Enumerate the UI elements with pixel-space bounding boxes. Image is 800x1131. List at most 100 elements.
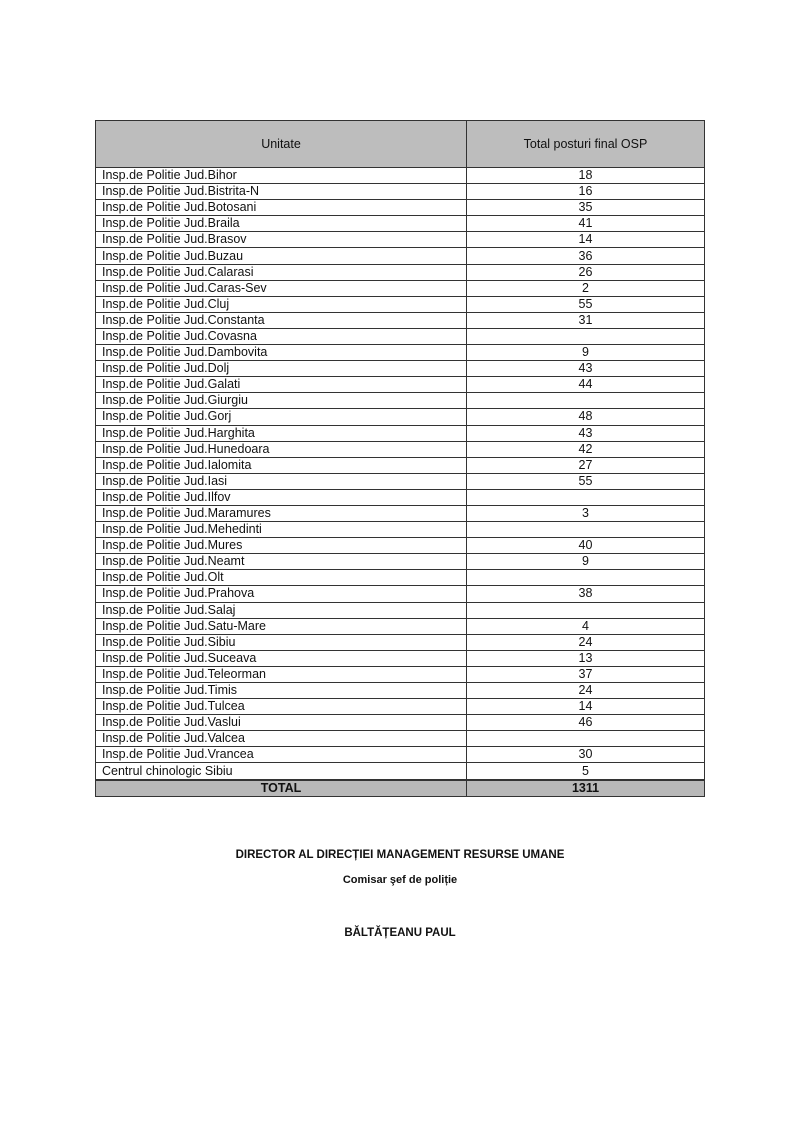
table-row: Insp.de Politie Jud.Valcea bbox=[95, 730, 705, 748]
unit-cell: Insp.de Politie Jud.Calarasi bbox=[95, 263, 467, 281]
table-row: Insp.de Politie Jud.Vaslui 46 bbox=[95, 714, 705, 732]
unit-cell: Insp.de Politie Jud.Maramures bbox=[95, 504, 467, 523]
unit-cell: Centrul chinologic Sibiu bbox=[95, 762, 467, 781]
table-row: Insp.de Politie Jud.Sibiu 24 bbox=[95, 633, 705, 651]
unit-cell: Insp.de Politie Jud.Sibiu bbox=[95, 633, 467, 651]
unit-cell: Insp.de Politie Jud.Botosani bbox=[95, 199, 467, 217]
total-cell: 14 bbox=[466, 698, 705, 716]
table-row: Insp.de Politie Jud.Ialomita 27 bbox=[95, 456, 705, 474]
total-cell: 42 bbox=[466, 440, 705, 458]
table-row: Insp.de Politie Jud.Mehedinti bbox=[95, 521, 705, 539]
total-cell: 4 bbox=[466, 617, 705, 635]
unit-cell: Insp.de Politie Jud.Dolj bbox=[95, 360, 467, 378]
posts-table: Unitate Total posturi final OSP Insp.de … bbox=[95, 120, 705, 797]
unit-cell: Insp.de Politie Jud.Cluj bbox=[95, 295, 467, 313]
unit-cell: Insp.de Politie Jud.Vaslui bbox=[95, 714, 467, 732]
unit-cell: Insp.de Politie Jud.Suceava bbox=[95, 649, 467, 667]
total-cell: 9 bbox=[466, 344, 705, 362]
unit-cell: Insp.de Politie Jud.Ilfov bbox=[95, 488, 467, 506]
total-cell: 26 bbox=[466, 263, 705, 281]
table-row: Insp.de Politie Jud.Mures 40 bbox=[95, 537, 705, 555]
table-row: Insp.de Politie Jud.Iasi 55 bbox=[95, 472, 705, 490]
unit-cell: Insp.de Politie Jud.Galati bbox=[95, 376, 467, 394]
unit-cell: Insp.de Politie Jud.Braila bbox=[95, 215, 467, 233]
table-row: Insp.de Politie Jud.Maramures 3 bbox=[95, 504, 705, 523]
unit-cell: Insp.de Politie Jud.Covasna bbox=[95, 327, 467, 346]
unit-cell: Insp.de Politie Jud.Bihor bbox=[95, 166, 467, 185]
table-row: Insp.de Politie Jud.Hunedoara 42 bbox=[95, 440, 705, 458]
unit-cell: Insp.de Politie Jud.Harghita bbox=[95, 424, 467, 442]
total-cell: 44 bbox=[466, 376, 705, 394]
total-cell bbox=[466, 392, 705, 410]
table-row: Insp.de Politie Jud.Suceava 13 bbox=[95, 649, 705, 667]
total-cell: 55 bbox=[466, 472, 705, 490]
total-cell bbox=[466, 569, 705, 587]
unit-cell: Insp.de Politie Jud.Mehedinti bbox=[95, 521, 467, 539]
table-row: Insp.de Politie Jud.Covasna bbox=[95, 327, 705, 346]
table-row: Insp.de Politie Jud.Salaj bbox=[95, 601, 705, 619]
table-body: Insp.de Politie Jud.Bihor 18 Insp.de Polit… bbox=[95, 166, 705, 781]
unit-cell: Insp.de Politie Jud.Valcea bbox=[95, 730, 467, 748]
total-cell: 9 bbox=[466, 553, 705, 571]
unit-cell: Insp.de Politie Jud.Ialomita bbox=[95, 456, 467, 474]
total-cell: 18 bbox=[466, 166, 705, 185]
table-row: Insp.de Politie Jud.Braila 41 bbox=[95, 215, 705, 233]
table-row: Insp.de Politie Jud.Giurgiu bbox=[95, 392, 705, 410]
unit-cell: Insp.de Politie Jud.Constanta bbox=[95, 311, 467, 329]
table-row: Insp.de Politie Jud.Neamt 9 bbox=[95, 553, 705, 571]
total-cell: 46 bbox=[466, 714, 705, 732]
total-cell: 43 bbox=[466, 360, 705, 378]
unit-cell: Insp.de Politie Jud.Mures bbox=[95, 537, 467, 555]
table-row: Insp.de Politie Jud.Calarasi 26 bbox=[95, 263, 705, 281]
table-row: Insp.de Politie Jud.Prahova 38 bbox=[95, 585, 705, 603]
table-row: Insp.de Politie Jud.Bistrita-N 16 bbox=[95, 183, 705, 201]
table-row: Insp.de Politie Jud.Dolj 43 bbox=[95, 360, 705, 378]
unit-cell: Insp.de Politie Jud.Giurgiu bbox=[95, 392, 467, 410]
total-value: 1311 bbox=[466, 778, 705, 797]
total-label: TOTAL bbox=[95, 778, 467, 797]
table-row: Insp.de Politie Jud.Buzau 36 bbox=[95, 247, 705, 265]
unit-cell: Insp.de Politie Jud.Teleorman bbox=[95, 665, 467, 684]
total-row: TOTAL 1311 bbox=[95, 778, 705, 797]
unit-cell: Insp.de Politie Jud.Satu-Mare bbox=[95, 617, 467, 635]
table-row: Insp.de Politie Jud.Brasov 14 bbox=[95, 231, 705, 249]
table-row: Insp.de Politie Jud.Botosani 35 bbox=[95, 199, 705, 217]
header-total: Total posturi final OSP bbox=[466, 120, 705, 168]
total-cell: 30 bbox=[466, 746, 705, 764]
unit-cell: Insp.de Politie Jud.Bistrita-N bbox=[95, 183, 467, 201]
total-cell: 55 bbox=[466, 295, 705, 313]
total-cell: 38 bbox=[466, 585, 705, 603]
table-row: Insp.de Politie Jud.Cluj 55 bbox=[95, 295, 705, 313]
unit-cell: Insp.de Politie Jud.Iasi bbox=[95, 472, 467, 490]
unit-cell: Insp.de Politie Jud.Caras-Sev bbox=[95, 279, 467, 297]
total-cell: 13 bbox=[466, 649, 705, 667]
unit-cell: Insp.de Politie Jud.Olt bbox=[95, 569, 467, 587]
table-row: Insp.de Politie Jud.Caras-Sev 2 bbox=[95, 279, 705, 297]
total-cell bbox=[466, 601, 705, 619]
table-row: Insp.de Politie Jud.Olt bbox=[95, 569, 705, 587]
table-row: Insp.de Politie Jud.Harghita 43 bbox=[95, 424, 705, 442]
unit-cell: Insp.de Politie Jud.Vrancea bbox=[95, 746, 467, 764]
unit-cell: Insp.de Politie Jud.Timis bbox=[95, 681, 467, 700]
table-row: Insp.de Politie Jud.Vrancea 30 bbox=[95, 746, 705, 764]
total-cell: 31 bbox=[466, 311, 705, 329]
table-row: Insp.de Politie Jud.Bihor 18 bbox=[95, 166, 705, 185]
total-cell bbox=[466, 488, 705, 506]
table-row: Insp.de Politie Jud.Ilfov bbox=[95, 488, 705, 506]
total-cell: 41 bbox=[466, 215, 705, 233]
total-cell: 35 bbox=[466, 199, 705, 217]
total-cell: 24 bbox=[466, 633, 705, 651]
unit-cell: Insp.de Politie Jud.Hunedoara bbox=[95, 440, 467, 458]
total-cell: 14 bbox=[466, 231, 705, 249]
signature-rank: Comisar şef de poliție bbox=[342, 874, 458, 886]
unit-cell: Insp.de Politie Jud.Dambovita bbox=[95, 344, 467, 362]
table-row: Insp.de Politie Jud.Timis 24 bbox=[95, 681, 705, 700]
total-cell: 43 bbox=[466, 424, 705, 442]
header-unit: Unitate bbox=[95, 120, 467, 168]
unit-cell: Insp.de Politie Jud.Prahova bbox=[95, 585, 467, 603]
signature-name: BĂLTĂȚEANU PAUL bbox=[344, 927, 456, 939]
total-cell: 36 bbox=[466, 247, 705, 265]
unit-cell: Insp.de Politie Jud.Gorj bbox=[95, 408, 467, 426]
total-cell bbox=[466, 730, 705, 748]
table-row: Insp.de Politie Jud.Galati 44 bbox=[95, 376, 705, 394]
